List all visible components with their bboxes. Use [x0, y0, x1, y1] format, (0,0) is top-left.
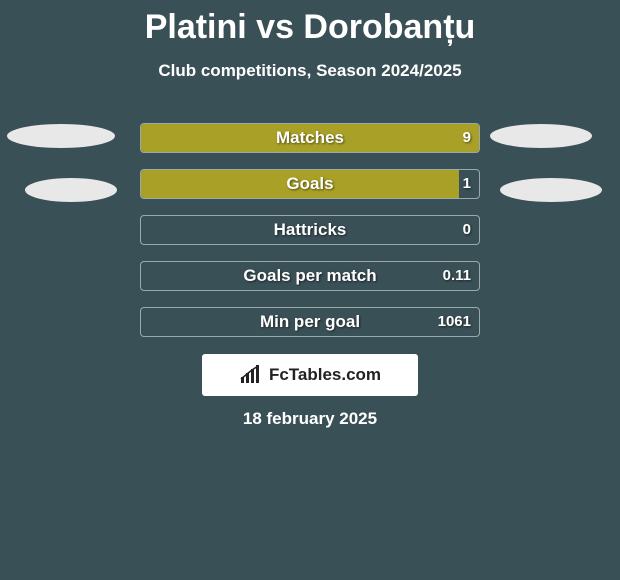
stat-value: 9: [463, 124, 471, 152]
date-label: 18 february 2025: [0, 409, 620, 429]
stats-container: Matches 9 Goals 1 Hattricks 0 Goals per …: [0, 123, 620, 353]
bar-chart-icon: [239, 365, 263, 385]
page-subtitle: Club competitions, Season 2024/2025: [0, 61, 620, 81]
fctables-banner[interactable]: FcTables.com: [202, 354, 418, 396]
stat-row: Goals per match 0.11: [140, 261, 480, 291]
stat-label: Matches: [141, 124, 479, 152]
stat-label: Hattricks: [141, 216, 479, 244]
stat-value: 0: [463, 216, 471, 244]
stat-value: 0.11: [443, 262, 471, 290]
stat-label: Goals per match: [141, 262, 479, 290]
page-title: Platini vs Dorobanțu: [0, 0, 620, 47]
stat-value: 1061: [438, 308, 471, 336]
stat-value: 1: [463, 170, 471, 198]
stat-row: Min per goal 1061: [140, 307, 480, 337]
banner-text: FcTables.com: [269, 365, 381, 385]
stat-row: Goals 1: [140, 169, 480, 199]
stat-row: Matches 9: [140, 123, 480, 153]
stat-row: Hattricks 0: [140, 215, 480, 245]
stat-label: Goals: [141, 170, 479, 198]
stat-label: Min per goal: [141, 308, 479, 336]
